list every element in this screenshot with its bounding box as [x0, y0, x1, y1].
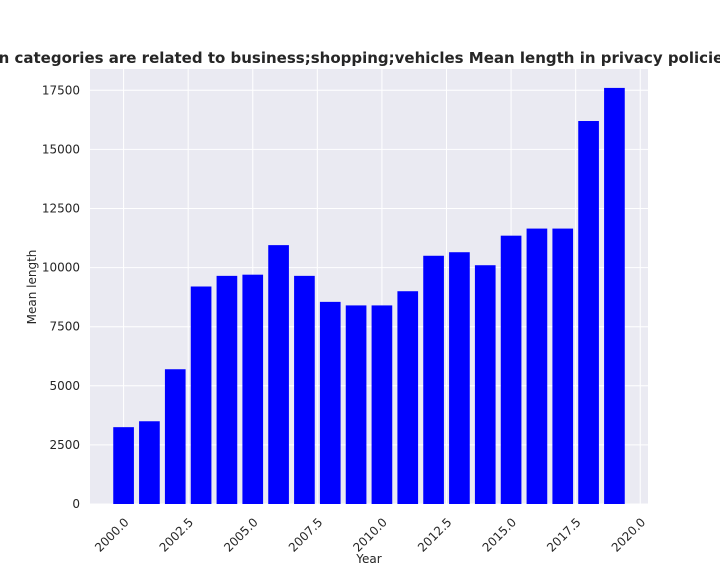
y-tick-label: 12500	[42, 201, 80, 215]
bar	[190, 286, 212, 504]
bar	[423, 255, 444, 504]
x-tick-label: 2017.5	[544, 515, 584, 555]
bar	[164, 369, 186, 504]
x-tick-label: 2020.0	[609, 515, 649, 555]
bar	[319, 301, 341, 504]
y-tick-label: 5000	[49, 379, 80, 393]
x-tick-label: 2010.0	[350, 515, 390, 555]
bar	[242, 274, 264, 504]
y-tick-label: 15000	[42, 142, 80, 156]
bar	[345, 305, 367, 504]
x-tick-label: 2015.0	[480, 515, 520, 555]
x-axis-ticks: 2000.0 2002.5 2005.0 2007.5 2010.0 2012.5 2015…	[92, 515, 648, 555]
y-axis-label: Mean length	[25, 250, 39, 325]
bar	[500, 235, 522, 504]
bar	[371, 305, 393, 504]
bar	[139, 421, 160, 504]
bar	[474, 265, 496, 504]
bar	[113, 427, 134, 504]
y-tick-label: 17500	[42, 83, 80, 97]
bar	[397, 291, 419, 504]
bar	[526, 228, 548, 505]
y-tick-label: 7500	[49, 320, 80, 334]
x-tick-label: 2012.5	[415, 515, 455, 555]
bar	[268, 245, 289, 504]
x-tick-label: 2005.0	[221, 515, 261, 555]
x-tick-label: 2007.5	[286, 515, 326, 555]
bar	[294, 275, 315, 504]
x-tick-label: 2002.5	[157, 515, 197, 555]
x-tick-label: 2000.0	[92, 515, 132, 555]
bar	[578, 121, 599, 505]
y-tick-label: 0	[72, 497, 80, 511]
bar	[604, 87, 625, 505]
y-tick-label: 2500	[49, 438, 80, 452]
bar	[216, 275, 238, 504]
y-tick-label: 10000	[42, 261, 80, 275]
bar	[552, 228, 574, 505]
bars	[113, 87, 625, 505]
y-axis-ticks: 0 2500 5000 7500 10000 12500 15000 17500	[42, 83, 80, 511]
chart-title: when categories are related to business;…	[0, 49, 720, 67]
x-axis-label: Year	[355, 552, 381, 566]
bar	[449, 252, 470, 504]
